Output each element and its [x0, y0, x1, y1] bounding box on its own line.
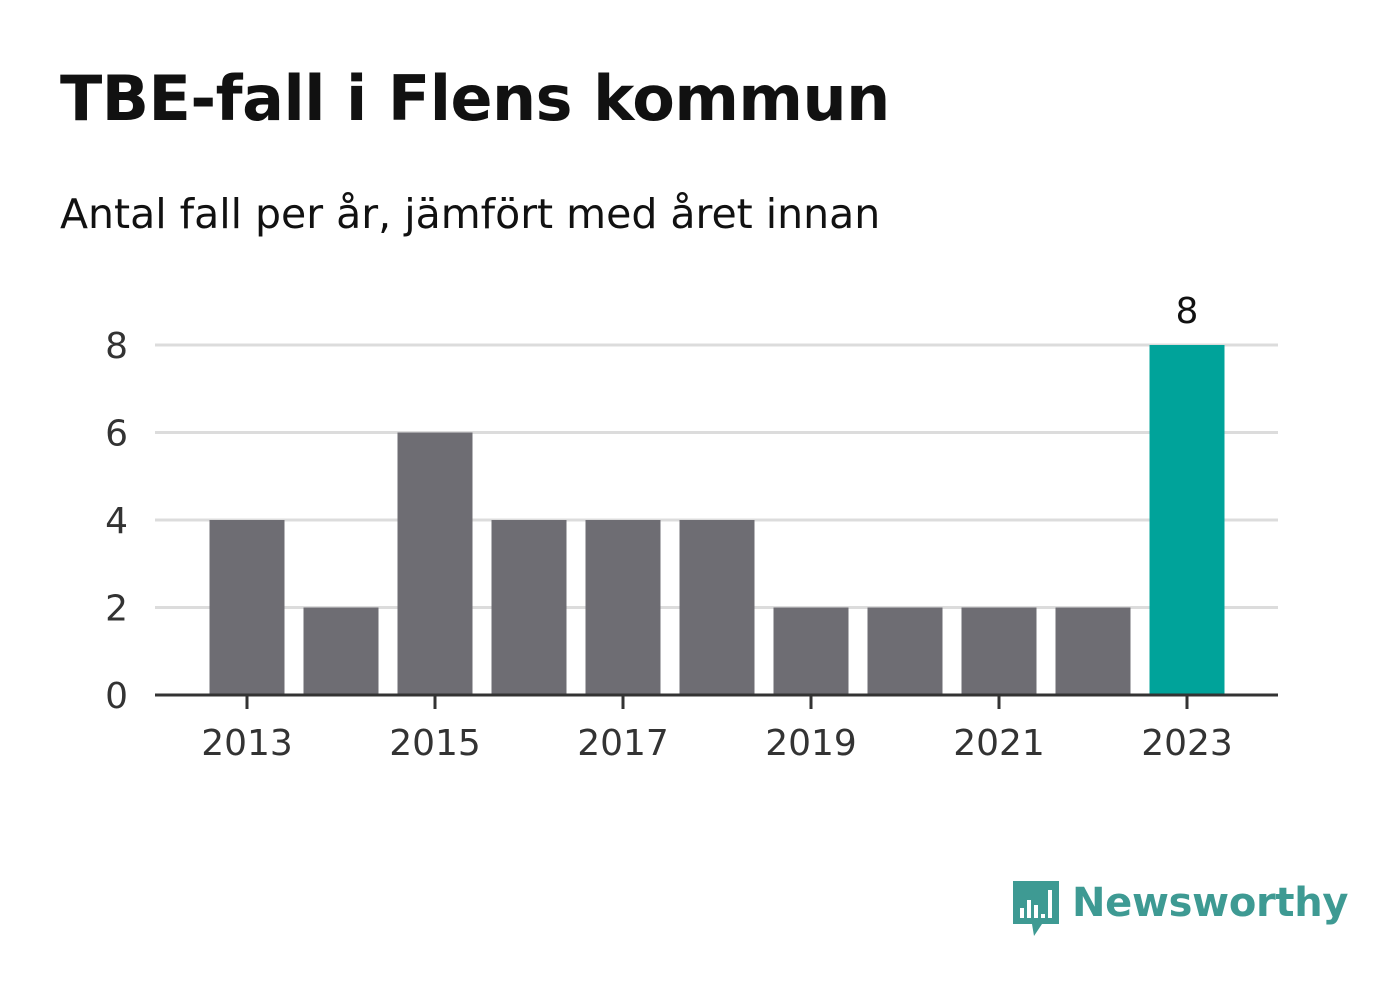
labels: 0 2 4 6 8 8 2013 2015 2017 2019 2021 2023	[105, 291, 1233, 764]
x-tick-label: 2019	[765, 723, 857, 764]
bar-2018	[679, 520, 755, 695]
bars	[209, 345, 1225, 695]
x-tick-label: 2013	[201, 723, 293, 764]
data-label: 8	[1176, 291, 1199, 332]
bar-2023	[1149, 345, 1225, 695]
y-tick-label: 0	[105, 676, 128, 717]
bar-2021	[961, 607, 1037, 695]
y-tick-label: 6	[105, 414, 128, 455]
x-tick-label: 2021	[953, 723, 1045, 764]
x-tick-label: 2017	[577, 723, 669, 764]
newsworthy-logo-icon	[1013, 881, 1059, 936]
bar-2020	[867, 607, 943, 695]
chart-title: TBE-fall i Flens kommun	[60, 62, 890, 135]
bar-2014	[303, 607, 379, 695]
bar-2016	[491, 520, 567, 695]
axes	[155, 693, 1278, 709]
y-tick-label: 2	[105, 589, 128, 630]
chart-subtitle: Antal fall per år, jämfört med året inna…	[60, 190, 881, 238]
bar-2019	[773, 607, 849, 695]
x-tick-label: 2015	[389, 723, 481, 764]
bar-2015	[397, 432, 473, 695]
newsworthy-logo-text: Newsworthy	[1072, 880, 1349, 926]
newsworthy-logo: Newsworthy	[1010, 878, 1349, 940]
y-tick-label: 4	[105, 501, 128, 542]
bar-2022	[1055, 607, 1131, 695]
bar-2013	[209, 520, 285, 695]
x-tick-label: 2023	[1141, 723, 1233, 764]
bar-2017	[585, 520, 661, 695]
y-tick-label: 8	[105, 326, 128, 367]
